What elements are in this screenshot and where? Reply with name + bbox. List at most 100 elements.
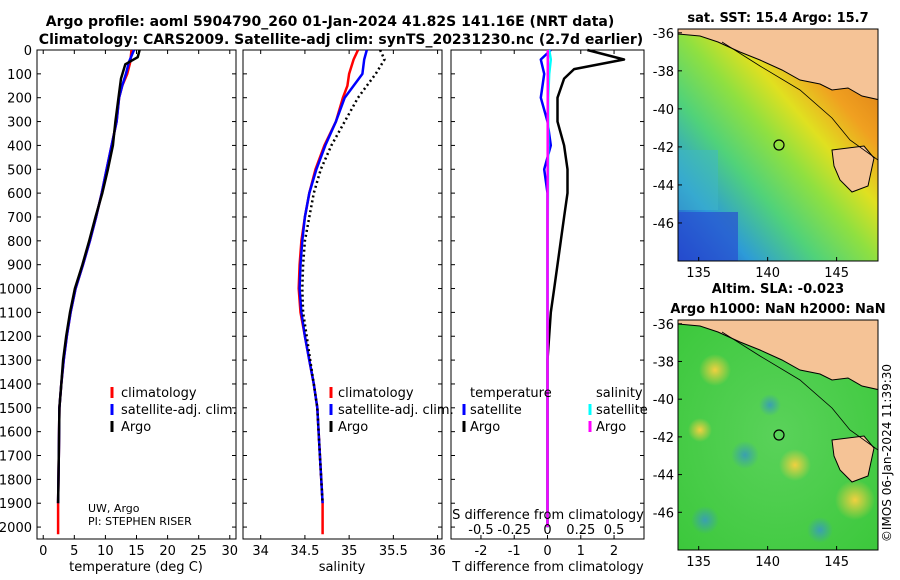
- map-y-tick-label: -36: [653, 27, 674, 42]
- x-tick-label: 1: [577, 544, 585, 559]
- map-y-tick-label: -46: [653, 217, 674, 232]
- x-tick-label: 0: [39, 544, 47, 559]
- series-climatology: [297, 49, 360, 535]
- map-x-tick-label: 145: [824, 266, 849, 281]
- y-tick-label: 1500: [0, 402, 32, 417]
- sla-high-2: [779, 449, 811, 481]
- sst-map-frame: [677, 28, 879, 262]
- salinity-plot: 34 34.5 35 35.5 36: [243, 49, 446, 559]
- credit-pi: PI: STEPHEN RISER: [88, 515, 192, 528]
- x-tick-label: 2: [610, 544, 618, 559]
- map-x-tick-label: 145: [824, 555, 849, 570]
- x2-tick-label: 0.25: [566, 523, 595, 538]
- legend-temperature-heading: temperature: [470, 386, 552, 401]
- y-tick-label: 800: [7, 235, 32, 250]
- sst-land-mainland: [678, 29, 878, 101]
- temperature-axis-label: temperature (deg C): [69, 560, 203, 575]
- sla-map-axes: 135 140 145 -36 -38 -40 -42 -44 -46: [653, 318, 849, 570]
- map-y-tick-label: -36: [653, 318, 674, 333]
- sla-high-1: [699, 354, 731, 386]
- sla-high-3: [835, 480, 875, 520]
- map-y-tick-label: -40: [653, 393, 674, 408]
- x-tick-label: 34.5: [290, 544, 319, 559]
- map-x-tick-label: 140: [755, 555, 780, 570]
- y-tick-label: 1600: [0, 426, 32, 441]
- map-y-tick-label: -44: [653, 179, 674, 194]
- series-argo: [56, 49, 141, 504]
- sla-land-mainland: [678, 320, 878, 391]
- sst-cold-patch: [678, 212, 738, 261]
- depth-axis: 0 100 200 300 400 500 600 700 800 900 1000 1100 1200…: [0, 44, 32, 536]
- temperature-plot: 0 5 10 15 20 25 30: [37, 49, 238, 559]
- legend-t-satellite: satellite: [470, 403, 522, 418]
- y-tick-label: 600: [7, 187, 32, 202]
- map-y-tick-label: -46: [653, 506, 674, 521]
- x2-tick-label: 0.5: [604, 523, 625, 538]
- map-y-tick-label: -44: [653, 469, 674, 484]
- sst-argo-marker: [773, 139, 785, 151]
- legend-satellite-adj: satellite-adj. clim.: [121, 403, 237, 418]
- map-y-tick-label: -40: [653, 103, 674, 118]
- difference-legend: temperature satellite Argo salinity sate…: [462, 386, 648, 435]
- x-tick-label: 25: [190, 544, 207, 559]
- sla-high-4: [688, 418, 712, 442]
- x-tick-label: -1: [508, 544, 521, 559]
- y-tick-label: 500: [7, 163, 32, 178]
- map-x-tick-label: 135: [686, 266, 711, 281]
- series-argo: [301, 49, 386, 504]
- y-tick-label: 1200: [0, 330, 32, 345]
- y-tick-label: 0: [24, 44, 32, 59]
- legend-argo: Argo: [338, 420, 368, 435]
- title-line-2: Climatology: CARS2009. Satellite-adj cli…: [39, 32, 643, 48]
- legend-s-satellite: satellite: [596, 403, 648, 418]
- timestamp: ©IMOS 06-Jan-2024 11:39:30: [880, 364, 894, 542]
- salinity-legend: climatology satellite-adj. clim. Argo: [329, 386, 454, 435]
- sla-low-1: [731, 441, 759, 469]
- x2-tick-label: 0: [543, 523, 551, 538]
- sla-low-4: [807, 517, 833, 543]
- legend-s-argo: Argo: [596, 420, 626, 435]
- salinity-axis-label: salinity: [319, 560, 366, 575]
- sla-shelf-contour: [721, 331, 878, 451]
- series-satellite-adj-clim-: [56, 49, 136, 504]
- y-tick-label: 300: [7, 116, 32, 131]
- series-satellite-adj-clim-: [298, 49, 369, 504]
- legend-t-argo: Argo: [470, 420, 500, 435]
- y-tick-label: 200: [7, 92, 32, 107]
- credit-institution: UW, Argo: [88, 502, 140, 515]
- sla-low-3: [759, 394, 781, 416]
- sla-land-tasmania: [831, 435, 875, 483]
- sst-map: [678, 29, 878, 261]
- y-tick-label: 1400: [0, 378, 32, 393]
- x-tick-label: -2: [474, 544, 487, 559]
- x-tick-label: 15: [128, 544, 145, 559]
- y-tick-label: 900: [7, 259, 32, 274]
- y-tick-label: 1100: [0, 306, 32, 321]
- sst-land-tasmania: [831, 145, 875, 193]
- map-x-tick-label: 140: [755, 266, 780, 281]
- x-tick-label: 34: [252, 544, 269, 559]
- map-y-tick-label: -38: [653, 355, 674, 370]
- y-tick-label: 400: [7, 139, 32, 154]
- y-tick-label: 1800: [0, 473, 32, 488]
- map-x-tick-label: 135: [686, 555, 711, 570]
- sla-map-subtitle: Argo h1000: NaN h2000: NaN: [670, 302, 885, 317]
- sla-argo-marker: [773, 429, 785, 441]
- legend-climatology: climatology: [121, 386, 197, 401]
- legend-argo: Argo: [121, 420, 151, 435]
- y-tick-label: 700: [7, 211, 32, 226]
- x-tick-label: 20: [159, 544, 176, 559]
- x2-tick-label: -0.5: [468, 523, 493, 538]
- y-tick-label: 2000: [0, 521, 32, 536]
- y-tick-label: 1900: [0, 497, 32, 512]
- x-tick-label: 35: [341, 544, 358, 559]
- title-line-1: Argo profile: aoml 5904790_260 01-Jan-20…: [46, 14, 615, 30]
- sla-map: [678, 320, 878, 550]
- temperature-legend: climatology satellite-adj. clim. Argo: [110, 386, 237, 435]
- legend-satellite-adj: satellite-adj. clim.: [338, 403, 454, 418]
- difference-plot: -2 -1 0 1 2 -0.5 -0.25 0 0.25 0.5: [451, 48, 644, 559]
- legend-climatology: climatology: [338, 386, 414, 401]
- sla-low-2: [691, 506, 719, 534]
- t-difference-axis-label: T difference from climatology: [451, 560, 644, 575]
